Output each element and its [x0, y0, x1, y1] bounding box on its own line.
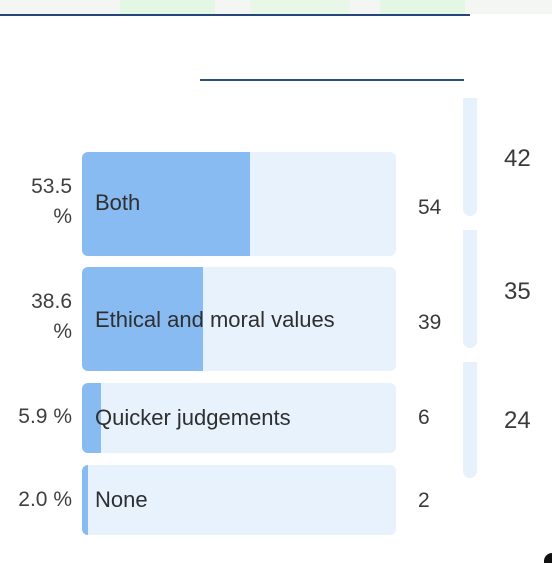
section-divider — [200, 79, 464, 81]
option-votes: 6 — [418, 406, 430, 430]
option-votes: 2 — [418, 489, 430, 513]
poll-option-both[interactable]: Both — [82, 152, 396, 256]
option-fill — [82, 465, 88, 535]
top-decoration — [250, 0, 350, 14]
side-group-value: 24 — [504, 407, 531, 435]
option-label: None — [95, 487, 148, 513]
option-percent: 5.9 % — [6, 402, 72, 432]
header-divider — [0, 14, 470, 16]
side-group-value: 35 — [504, 278, 531, 306]
poll-option-none[interactable]: None — [82, 465, 396, 535]
top-decoration — [120, 0, 215, 14]
top-decoration — [380, 0, 465, 14]
side-group-bar — [463, 230, 477, 348]
option-label: Quicker judgements — [95, 405, 291, 431]
option-label: Both — [95, 190, 140, 216]
option-percent-value: 53.5 — [6, 172, 72, 202]
option-votes: 39 — [418, 311, 441, 335]
poll-option-quicker[interactable]: Quicker judgements — [82, 383, 396, 453]
option-percent-sign: % — [6, 317, 72, 347]
poll-option-ethical[interactable]: Ethical and moral values — [82, 267, 396, 371]
option-percent-value: 38.6 — [6, 287, 72, 317]
option-percent: 53.5 % — [6, 172, 72, 232]
side-group-value: 42 — [504, 145, 531, 173]
right-margin — [542, 14, 552, 563]
side-group-bar — [463, 362, 477, 478]
option-votes: 54 — [418, 196, 441, 220]
option-percent: 2.0 % — [6, 485, 72, 515]
option-label: Ethical and moral values — [95, 307, 335, 333]
side-group-bar — [463, 98, 477, 216]
option-percent-sign: % — [6, 202, 72, 232]
option-percent: 38.6 % — [6, 287, 72, 347]
top-strip — [0, 0, 552, 14]
